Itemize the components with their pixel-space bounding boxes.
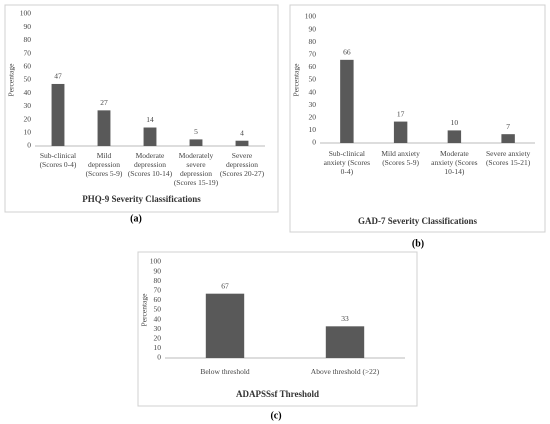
value-label: 17 [397, 109, 405, 118]
y-axis-label: Percentage [7, 63, 16, 97]
bar [143, 127, 157, 146]
y-tick-label: 30 [24, 101, 32, 110]
x-tick-label: Severe anxiety (Scores 15-21) [486, 149, 531, 167]
y-tick-label: 90 [154, 266, 162, 275]
y-tick-label: 20 [309, 113, 317, 122]
x-tick-label: Severe depression (Scores 20-27) [220, 151, 265, 178]
bar [501, 134, 515, 143]
y-tick-label: 50 [309, 75, 317, 84]
y-tick-label: 0 [27, 141, 31, 150]
value-label: 4 [240, 128, 244, 137]
y-tick-label: 90 [24, 22, 32, 31]
chart-frame [137, 251, 418, 407]
y-tick-label: 100 [305, 12, 317, 21]
value-label: 5 [194, 127, 198, 136]
y-tick-label: 60 [24, 62, 32, 71]
bar [325, 326, 365, 358]
panel-label: (c) [270, 410, 281, 421]
y-tick-label: 60 [154, 295, 162, 304]
chart-frame [4, 4, 279, 213]
bar [235, 140, 249, 146]
y-tick-label: 30 [309, 100, 317, 109]
panel-label: (a) [130, 213, 142, 224]
value-label: 27 [100, 98, 108, 107]
x-tick-label: Above threshold (>22) [311, 367, 380, 376]
y-tick-label: 10 [154, 343, 162, 352]
y-tick-label: 80 [154, 276, 162, 285]
y-tick-label: 0 [157, 353, 161, 362]
chart-title: PHQ-9 Severity Classifications [82, 194, 201, 204]
y-tick-label: 70 [24, 48, 32, 57]
y-tick-label: 70 [154, 286, 162, 295]
bar [447, 130, 462, 143]
bar [205, 293, 245, 358]
y-tick-label: 10 [309, 125, 317, 134]
x-tick-label: Sub-clinical anxiety (Scores 0-4) [324, 149, 371, 176]
value-label: 14 [146, 115, 154, 124]
x-tick-label: Below threshold [200, 367, 250, 376]
x-tick-label: Mild depression (Scores 5-9) [86, 151, 123, 178]
y-tick-label: 90 [309, 24, 317, 33]
chart-frame [289, 4, 546, 233]
y-tick-label: 70 [309, 50, 317, 59]
x-tick-label: Moderate depression (Scores 10-14) [128, 151, 173, 178]
y-tick-label: 80 [309, 37, 317, 46]
y-tick-label: 40 [309, 87, 317, 96]
y-tick-label: 30 [154, 324, 162, 333]
x-tick-label: Moderately severe depression (Scores 15-19) [174, 151, 219, 187]
y-tick-label: 20 [154, 334, 162, 343]
bar [189, 139, 203, 146]
bar [97, 110, 111, 146]
y-tick-label: 100 [150, 257, 162, 266]
y-tick-label: 50 [24, 75, 32, 84]
bar [340, 59, 354, 144]
value-label: 66 [343, 48, 351, 57]
panel-label: (b) [412, 238, 424, 249]
y-axis-label: Percentage [292, 63, 301, 97]
y-tick-label: 40 [24, 88, 32, 97]
chart-title: ADAPSSsf Threshold [236, 389, 319, 399]
value-label: 47 [54, 72, 62, 81]
x-tick-label: Sub-clinical (Scores 0-4) [40, 151, 77, 169]
y-tick-label: 20 [24, 114, 32, 123]
x-tick-label: Moderate anxiety (Scores 10-14) [431, 149, 478, 176]
y-tick-label: 50 [154, 305, 162, 314]
value-label: 7 [506, 122, 510, 131]
value-label: 33 [341, 314, 349, 323]
value-label: 67 [221, 281, 229, 290]
x-tick-label: Mild anxiety (Scores 5-9) [381, 149, 420, 167]
y-tick-label: 40 [154, 314, 162, 323]
y-tick-label: 60 [309, 62, 317, 71]
value-label: 10 [451, 118, 459, 127]
bar [51, 83, 65, 146]
chart-title: GAD-7 Severity Classifications [358, 216, 477, 226]
y-tick-label: 10 [24, 128, 32, 137]
y-axis-label: Percentage [140, 293, 149, 327]
bar [393, 121, 408, 143]
y-tick-label: 0 [312, 138, 316, 147]
y-tick-label: 100 [20, 9, 32, 18]
y-tick-label: 80 [24, 35, 32, 44]
